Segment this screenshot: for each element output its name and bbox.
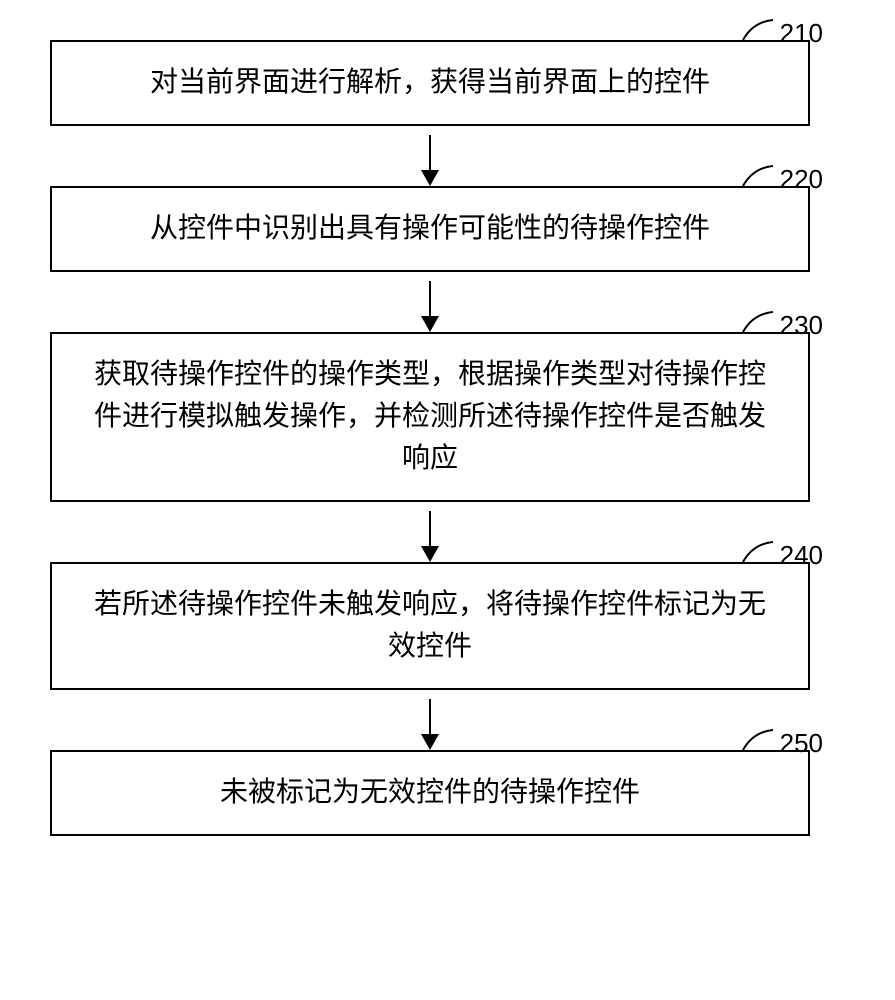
step-text: 若所述待操作控件未触发响应，将待操作控件标记为无效控件: [94, 589, 766, 662]
step-label: 230: [780, 306, 823, 345]
step-text: 从控件中识别出具有操作可能性的待操作控件: [150, 213, 710, 244]
step-box-240: 240 若所述待操作控件未触发响应，将待操作控件标记为无效控件: [50, 562, 810, 690]
step-box-250: 250 未被标记为无效控件的待操作控件: [50, 750, 810, 836]
label-curve-icon: [738, 539, 778, 564]
arrow: [50, 126, 810, 186]
step-text: 获取待操作控件的操作类型，根据操作类型对待操作控件进行模拟触发操作，并检测所述待…: [94, 359, 766, 474]
arrow: [50, 272, 810, 332]
step-box-230: 230 获取待操作控件的操作类型，根据操作类型对待操作控件进行模拟触发操作，并检…: [50, 332, 810, 502]
label-curve-icon: [738, 163, 778, 188]
label-curve-icon: [738, 727, 778, 752]
arrow: [50, 502, 810, 562]
label-curve-icon: [738, 17, 778, 42]
step-text: 对当前界面进行解析，获得当前界面上的控件: [150, 67, 710, 98]
step-text: 未被标记为无效控件的待操作控件: [220, 777, 640, 808]
step-label: 220: [780, 160, 823, 199]
step-label: 210: [780, 14, 823, 53]
arrow: [50, 690, 810, 750]
label-curve-icon: [738, 309, 778, 334]
step-label: 250: [780, 724, 823, 763]
step-label: 240: [780, 536, 823, 575]
step-box-220: 220 从控件中识别出具有操作可能性的待操作控件: [50, 186, 810, 272]
flowchart-container: 210 对当前界面进行解析，获得当前界面上的控件 220 从控件中识别出具有操作…: [50, 40, 850, 836]
step-box-210: 210 对当前界面进行解析，获得当前界面上的控件: [50, 40, 810, 126]
